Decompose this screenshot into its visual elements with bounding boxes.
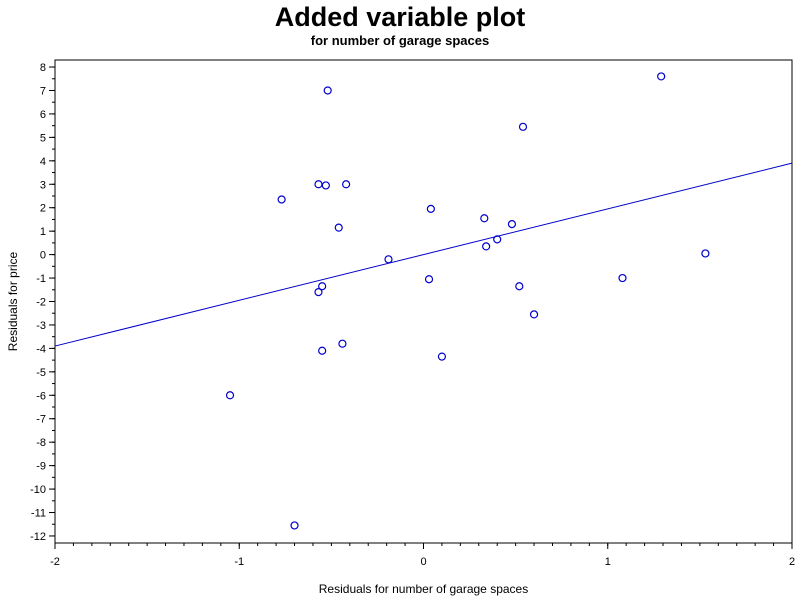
x-tick-label: -2 <box>50 556 60 568</box>
data-point <box>314 288 323 297</box>
fit-line <box>54 162 793 347</box>
y-tick-label: -8 <box>36 437 46 449</box>
data-point <box>529 310 539 319</box>
y-tick-label: -1 <box>36 273 46 285</box>
y-tick-label: -11 <box>31 508 46 520</box>
data-point <box>334 223 343 232</box>
y-tick-label: -5 <box>36 367 46 379</box>
y-tick-label: 2 <box>40 203 46 215</box>
data-point <box>318 346 327 355</box>
y-tick-label: 0 <box>40 250 46 262</box>
y-tick-label: -3 <box>36 320 46 332</box>
data-point <box>518 122 528 131</box>
x-tick-label: -1 <box>234 556 244 568</box>
y-tick-label: -10 <box>30 484 46 496</box>
data-point <box>277 195 286 204</box>
y-tick-label: -6 <box>36 390 46 402</box>
chart-title: Added variable plot <box>274 2 526 32</box>
y-tick-label: -4 <box>36 343 46 355</box>
data-point <box>618 273 627 283</box>
data-point <box>338 339 347 348</box>
y-tick-label: -2 <box>36 297 46 309</box>
y-tick-label: 3 <box>40 179 46 191</box>
plot-frame <box>54 59 793 544</box>
data-point <box>323 86 332 95</box>
data-point <box>290 521 299 530</box>
x-tick-label: 2 <box>789 556 795 568</box>
data-point <box>342 180 351 189</box>
axis-ticks: -2 -1 0 1 2-12-11-10-9-8-7-6-5-4-3-2-1012345… <box>30 62 795 568</box>
data-point <box>515 282 524 291</box>
y-tick-label: 7 <box>40 85 46 97</box>
data-point <box>657 72 666 81</box>
data-point <box>482 242 491 251</box>
data-point <box>225 391 235 400</box>
data-point <box>318 282 327 291</box>
data-point <box>321 181 330 190</box>
x-tick-label: 0 <box>420 556 426 568</box>
data-point <box>437 352 447 361</box>
y-tick-label: 8 <box>40 62 46 74</box>
data-point <box>424 275 434 284</box>
y-tick-label: -7 <box>36 414 46 426</box>
y-tick-label: 1 <box>40 226 46 238</box>
chart-subtitle: for number of garage spaces <box>310 33 490 48</box>
y-tick-label: 4 <box>40 156 46 168</box>
data-point <box>507 220 517 229</box>
data-point <box>426 204 435 213</box>
y-axis-label: Residuals for price <box>6 251 20 351</box>
x-axis-label: Residuals for number of garage spaces <box>319 582 528 596</box>
x-tick-label: 1 <box>605 556 611 568</box>
data-point <box>314 180 323 189</box>
data-point <box>493 235 502 244</box>
data-point <box>480 214 489 223</box>
y-tick-label: 6 <box>40 109 46 121</box>
y-tick-label: -9 <box>36 461 46 473</box>
data-point <box>701 249 710 258</box>
fit-line-layer <box>54 162 793 347</box>
y-tick-label: 5 <box>40 132 46 144</box>
data-point <box>384 255 393 264</box>
points-layer <box>225 72 710 530</box>
y-tick-label: -12 <box>30 531 46 543</box>
